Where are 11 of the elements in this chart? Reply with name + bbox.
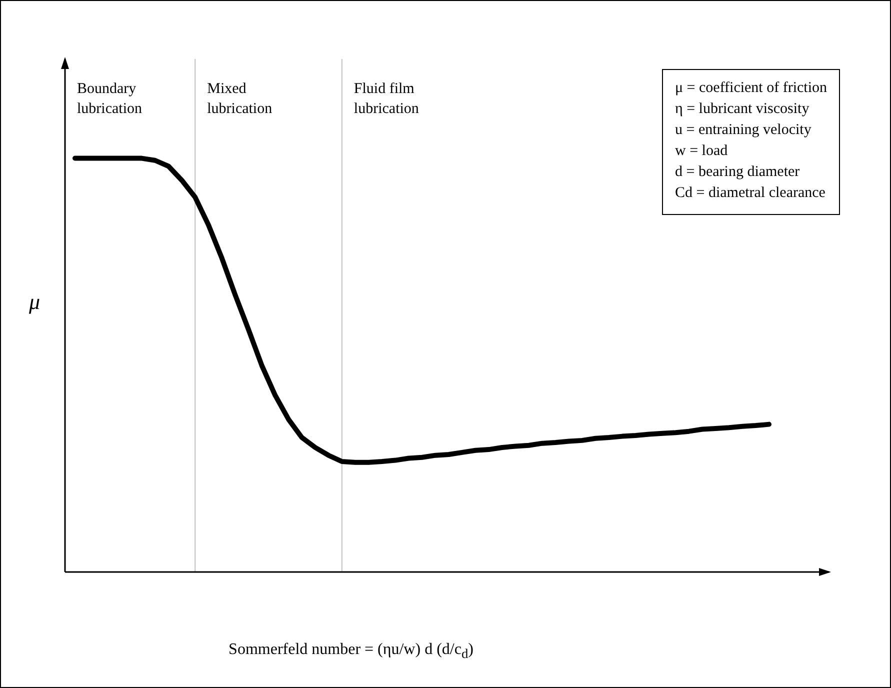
text: Mixed lubrication (207, 80, 274, 119)
text: u = entraining velocity (675, 121, 812, 140)
text: μ = coefficient of friction (675, 79, 827, 98)
y-axis-title: μ (29, 289, 40, 315)
x-axis-title: Sommerfeld number = (ηu/w) d (d/c$_{d}$) (228, 641, 474, 662)
text: η = lubricant viscosity (675, 100, 810, 119)
text: Fluid film lubrication (354, 80, 420, 119)
annotation: w = load (675, 142, 729, 161)
text: Boundary lubrication (77, 80, 143, 119)
annotation: d = bearing diameter (675, 163, 801, 182)
annotation: Cd = diametral clearance (675, 184, 826, 203)
